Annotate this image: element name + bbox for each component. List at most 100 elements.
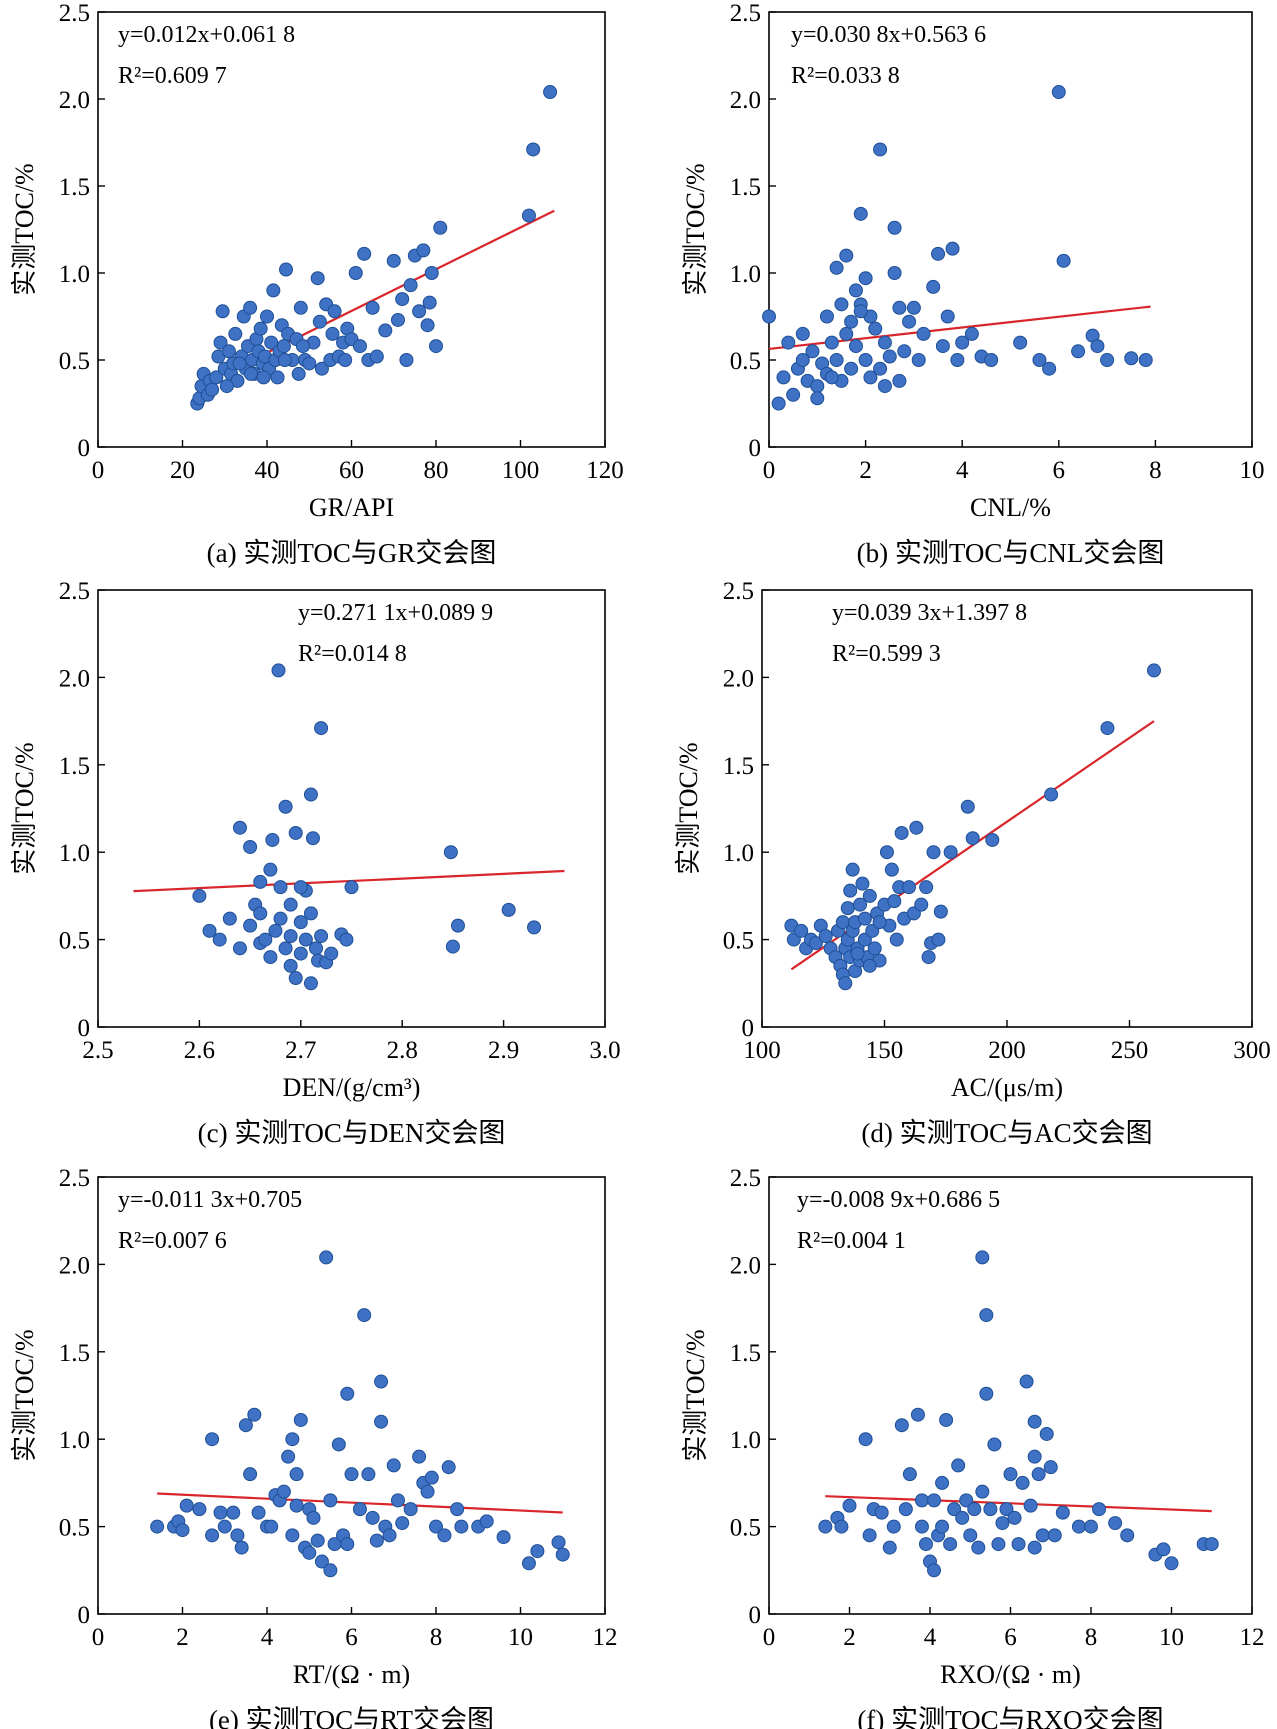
- data-point: [395, 1516, 410, 1531]
- y-axis-label: 实测TOC/%: [10, 163, 39, 295]
- x-tick-label: 8: [1085, 1624, 1098, 1651]
- data-point: [283, 929, 298, 944]
- data-point: [271, 663, 286, 678]
- x-tick-label: 6: [1053, 457, 1066, 484]
- data-point: [985, 832, 1000, 847]
- data-point: [877, 379, 892, 394]
- data-point: [305, 831, 320, 846]
- data-point: [386, 253, 401, 268]
- data-point: [911, 353, 926, 367]
- x-tick-label: 100: [502, 457, 540, 484]
- data-point: [897, 344, 912, 359]
- data-point: [931, 932, 946, 947]
- data-point: [365, 300, 380, 315]
- data-point: [862, 1528, 877, 1543]
- data-point: [999, 1502, 1014, 1517]
- data-point: [243, 366, 258, 381]
- data-point: [947, 1502, 962, 1517]
- data-point: [933, 904, 948, 919]
- data-point: [1031, 1467, 1046, 1482]
- data-point: [264, 335, 279, 350]
- data-point: [902, 314, 917, 329]
- data-point: [420, 1484, 435, 1499]
- x-axis-label: RT/(Ω · m): [293, 1660, 410, 1689]
- x-tick-label: 2.8: [387, 1037, 418, 1064]
- fit-equation: y=0.271 1x+0.089 9: [298, 600, 493, 626]
- x-tick-label: 4: [956, 457, 969, 484]
- y-tick-label: 0.5: [59, 928, 90, 955]
- data-point: [270, 370, 285, 385]
- data-point: [399, 353, 414, 367]
- y-tick-label: 0.5: [730, 1515, 761, 1542]
- data-point: [243, 300, 258, 315]
- data-point: [894, 1418, 909, 1433]
- data-point: [1047, 1528, 1062, 1543]
- data-point: [314, 1554, 329, 1569]
- data-point: [412, 1449, 427, 1464]
- data-point: [543, 85, 558, 100]
- data-point: [276, 339, 291, 354]
- data-point: [862, 958, 877, 973]
- y-tick-label: 2.5: [730, 0, 761, 27]
- data-point: [445, 939, 460, 954]
- data-point: [264, 1519, 279, 1534]
- data-point: [479, 1514, 494, 1529]
- data-point: [857, 911, 872, 926]
- data-point: [971, 1540, 986, 1555]
- data-point: [810, 391, 825, 406]
- data-point: [530, 1544, 545, 1559]
- data-point: [230, 1528, 245, 1543]
- data-point: [403, 1502, 418, 1517]
- data-point: [882, 349, 897, 364]
- x-tick-label: 0: [92, 1624, 105, 1651]
- data-point: [882, 1540, 897, 1555]
- data-point: [253, 906, 268, 921]
- data-point: [892, 300, 907, 315]
- r-squared: R²=0.609 7: [118, 63, 227, 89]
- data-point: [995, 1516, 1010, 1531]
- data-point: [279, 262, 294, 277]
- data-point: [374, 1414, 389, 1429]
- data-point: [1023, 1498, 1038, 1513]
- data-point: [872, 915, 887, 930]
- y-tick-label: 2.5: [59, 578, 90, 605]
- data-point: [1007, 1510, 1022, 1525]
- data-point: [910, 1407, 925, 1422]
- data-point: [867, 941, 882, 956]
- panel-e: 0 2 4 6 8 10 12 0 0.5 1.0 1.5 2.0 2.5 RT/(Ω · m) 实测TOC…: [10, 1165, 618, 1729]
- data-point: [945, 241, 960, 256]
- data-point: [340, 1537, 355, 1552]
- data-point: [894, 825, 909, 840]
- y-tick-label: 0: [749, 435, 762, 462]
- data-point: [238, 1418, 253, 1433]
- data-point: [853, 897, 867, 912]
- data-point: [314, 721, 329, 736]
- data-point: [776, 370, 791, 385]
- data-point: [422, 295, 437, 310]
- y-tick-label: 2.0: [59, 1252, 90, 1279]
- data-point: [357, 246, 372, 261]
- data-point: [916, 326, 931, 341]
- data-point: [281, 1449, 296, 1464]
- y-tick-label: 2.0: [730, 1252, 761, 1279]
- data-point: [979, 1386, 994, 1401]
- panel-c: 2.5 2.6 2.7 2.8 2.9 3.0 0 0.5 1.0 1.5 2.0 2.5 DEN/(g…: [10, 578, 621, 1148]
- data-point: [327, 304, 342, 319]
- data-point: [848, 283, 863, 298]
- y-axis-label: 实测TOC/%: [10, 1329, 39, 1461]
- x-tick-label: 250: [1111, 1037, 1149, 1064]
- data-point: [1164, 1556, 1179, 1571]
- plot-frame: [97, 589, 606, 1028]
- x-tick-label: 12: [1240, 1624, 1265, 1651]
- data-point: [918, 1537, 933, 1552]
- x-axis-label: RXO/(Ω · m): [940, 1660, 1081, 1689]
- data-point: [951, 1458, 966, 1473]
- data-point: [771, 396, 786, 411]
- data-point: [437, 1528, 452, 1543]
- data-point: [1100, 721, 1115, 736]
- y-tick-label: 0: [78, 1015, 91, 1042]
- data-point: [906, 300, 921, 315]
- data-point: [288, 825, 303, 840]
- x-axis-label: AC/(μs/m): [951, 1073, 1063, 1102]
- data-point: [403, 278, 418, 293]
